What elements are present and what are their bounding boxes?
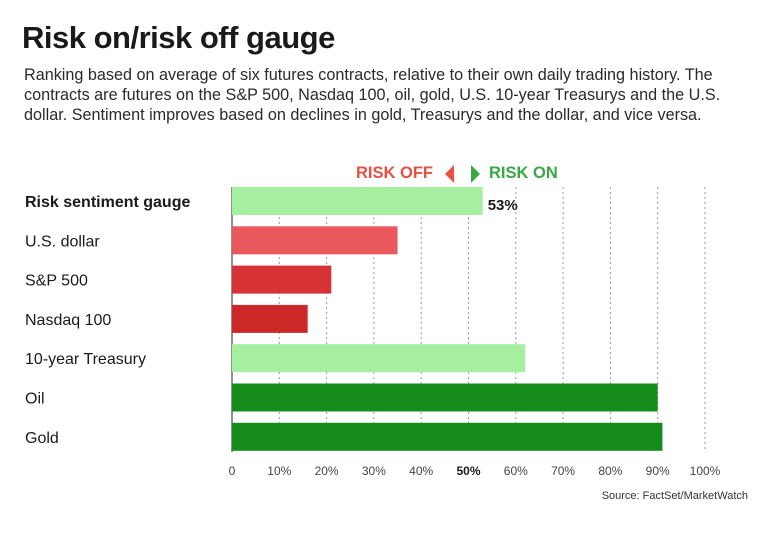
x-tick-label: 30%	[362, 464, 386, 478]
bar	[232, 422, 663, 451]
legend-risk-off: RISK OFF	[356, 164, 433, 182]
value-labels: 53%	[488, 197, 518, 214]
bar	[232, 304, 308, 333]
x-tick-label: 50%	[456, 464, 480, 478]
category-labels: Risk sentiment gauge U.S. dollar S&P 500 Na…	[25, 194, 190, 447]
x-tick-label: 100%	[690, 464, 721, 478]
x-axis-ticks: 0 10% 20% 30% 40% 50% 60% 70% 80% 90% 100%	[229, 464, 721, 478]
legend: RISK OFF RISK ON	[356, 164, 558, 183]
category-label: S&P 500	[25, 273, 88, 290]
source-note: Source: FactSet/MarketWatch	[602, 490, 748, 502]
x-tick-label: 70%	[551, 464, 575, 478]
bar	[232, 265, 332, 294]
bar	[232, 383, 658, 412]
x-tick-label: 20%	[315, 464, 339, 478]
category-label: Gold	[25, 430, 59, 447]
category-label: U.S. dollar	[25, 233, 100, 250]
x-tick-label: 60%	[504, 464, 528, 478]
x-tick-label: 90%	[646, 464, 670, 478]
bar	[232, 344, 526, 373]
category-label: Risk sentiment gauge	[25, 194, 190, 211]
category-label: Oil	[25, 391, 45, 408]
category-label: 10-year Treasury	[25, 351, 146, 368]
bar	[232, 187, 483, 215]
bars	[232, 187, 663, 451]
value-label: 53%	[488, 197, 518, 214]
x-tick-label: 10%	[267, 464, 291, 478]
category-label: Nasdaq 100	[25, 312, 111, 329]
chart-title: Risk on/risk off gauge	[22, 20, 335, 55]
bar	[232, 226, 398, 255]
legend-risk-on: RISK ON	[489, 164, 558, 182]
x-tick-label: 40%	[409, 464, 433, 478]
chart-subtitle: Ranking based on average of six futures …	[24, 66, 721, 124]
arrow-left-icon	[445, 165, 454, 183]
arrow-right-icon	[471, 165, 480, 183]
x-tick-label: 0	[229, 464, 236, 478]
x-tick-label: 80%	[598, 464, 622, 478]
